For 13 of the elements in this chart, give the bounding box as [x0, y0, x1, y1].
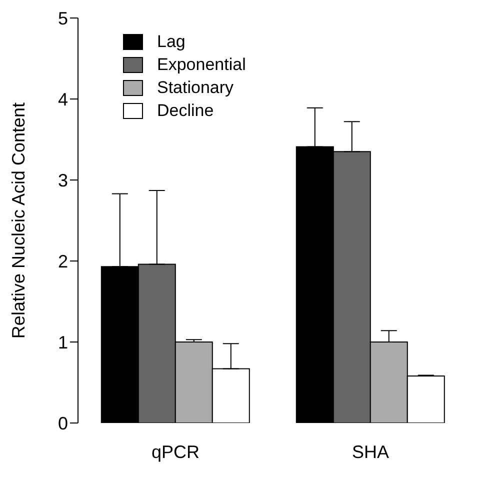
y-tick-label: 2 [58, 251, 68, 272]
y-tick-label: 0 [58, 413, 68, 434]
legend-label: Lag [157, 32, 186, 52]
legend-label: Stationary [157, 78, 234, 98]
y-tick-label: 1 [58, 332, 68, 352]
x-tick-label: qPCR [151, 442, 200, 462]
legend-label: Decline [157, 100, 214, 120]
y-tick-label: 3 [58, 170, 68, 190]
y-tick-label: 5 [58, 8, 68, 28]
x-tick-label: SHA [352, 442, 390, 462]
legend-label: Exponential [157, 54, 246, 74]
y-tick-label: 4 [58, 89, 68, 110]
y-axis-title: Relative Nucleic Acid Content [8, 102, 28, 339]
